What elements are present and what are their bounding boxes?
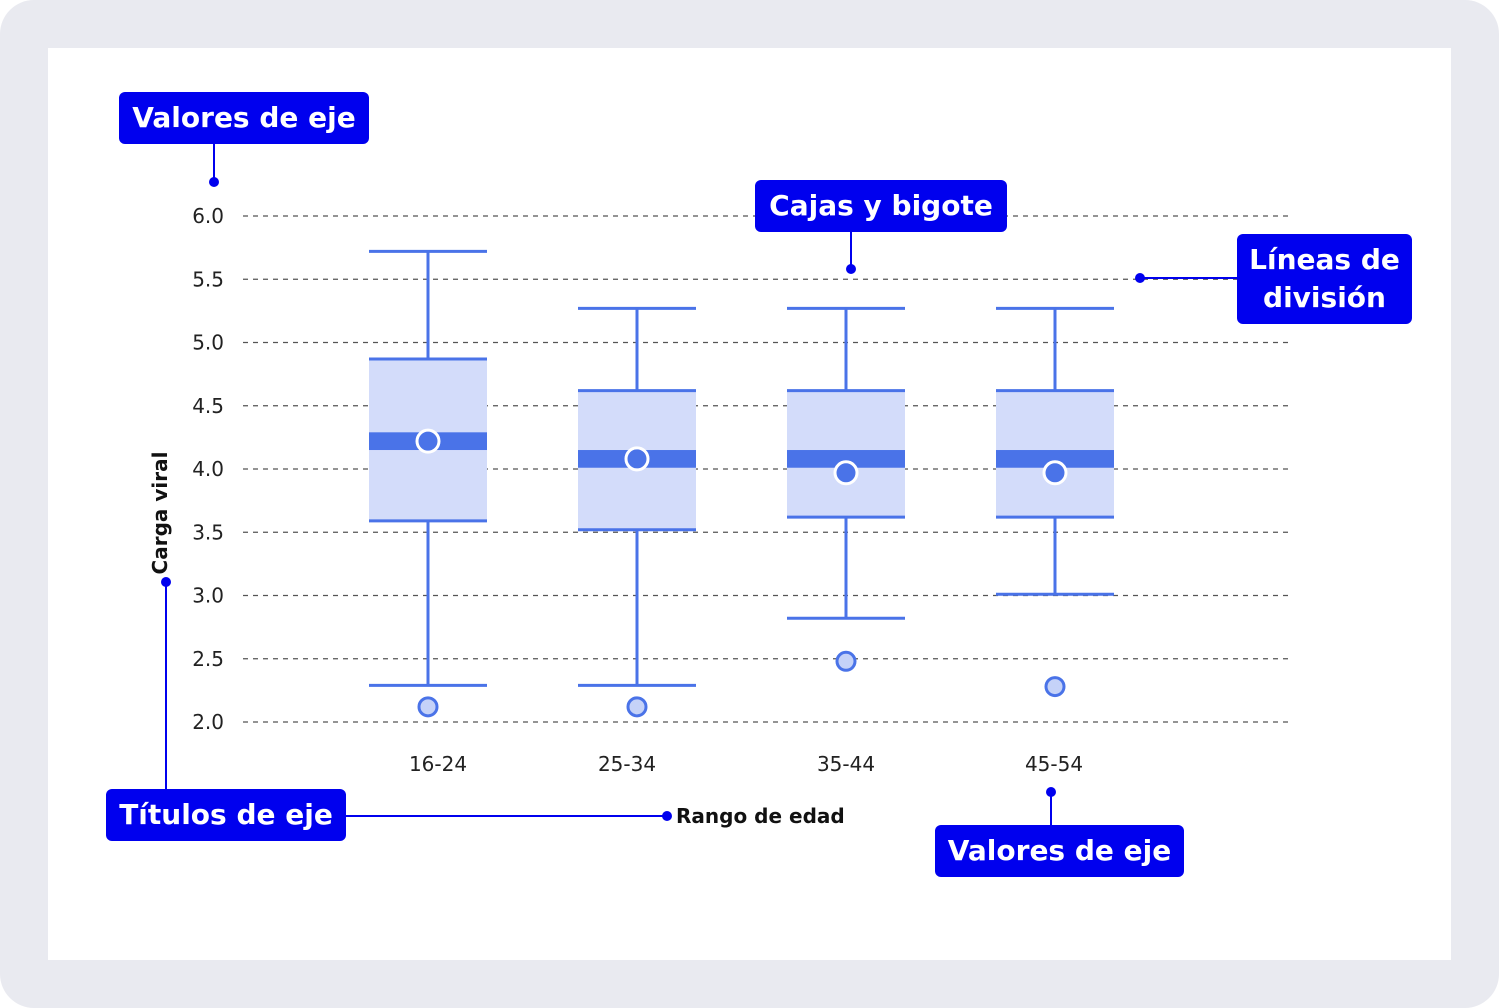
median-band bbox=[787, 450, 905, 468]
callout-boxes-whiskers: Cajas y bigote bbox=[755, 180, 1007, 232]
y-tick-label: 4.0 bbox=[192, 457, 224, 481]
box-group-16-24 bbox=[369, 249, 487, 718]
x-tick-label: 25-34 bbox=[598, 752, 656, 776]
boxes-layer bbox=[369, 249, 1114, 718]
y-axis-ticks: 2.0 2.5 3.0 3.5 4.0 4.5 5.0 5.5 6.0 bbox=[192, 204, 224, 734]
chart-card: 2.0 2.5 3.0 3.5 4.0 4.5 5.0 5.5 6.0 16-24 25-34 35… bbox=[48, 48, 1451, 960]
x-axis-ticks: 16-24 25-34 35-44 45-54 bbox=[409, 752, 1083, 776]
y-tick-label: 3.5 bbox=[192, 520, 224, 544]
y-tick-label: 6.0 bbox=[192, 204, 224, 228]
callout-axis-values-top: Valores de eje bbox=[119, 92, 369, 144]
box-group-25-34 bbox=[578, 306, 696, 718]
connector-dot-gridlines bbox=[1135, 273, 1145, 283]
mean-marker bbox=[415, 428, 441, 454]
connector-dot-boxes-whiskers bbox=[846, 264, 856, 274]
outlier-point bbox=[626, 696, 648, 718]
y-tick-label: 2.5 bbox=[192, 647, 224, 671]
box-plot-chart: 2.0 2.5 3.0 3.5 4.0 4.5 5.0 5.5 6.0 16-24 25-34 35… bbox=[148, 144, 1293, 828]
median-band bbox=[996, 450, 1114, 468]
connector-dot-axis-values-top bbox=[209, 177, 219, 187]
mean-marker bbox=[624, 446, 650, 472]
outlier-point bbox=[1044, 676, 1066, 698]
y-tick-label: 5.0 bbox=[192, 331, 224, 355]
connector-dot-axis-values-bottom bbox=[1046, 787, 1056, 797]
box-group-35-44 bbox=[787, 306, 905, 672]
callout-axis-values-bottom: Valores de eje bbox=[935, 825, 1184, 877]
callout-gridlines: Líneas de división bbox=[1237, 234, 1412, 324]
y-tick-label: 5.5 bbox=[192, 267, 224, 291]
y-axis-title: Carga viral bbox=[148, 452, 172, 575]
outlier-point bbox=[417, 696, 439, 718]
x-tick-label: 45-54 bbox=[1025, 752, 1083, 776]
y-tick-label: 4.5 bbox=[192, 394, 224, 418]
x-tick-label: 35-44 bbox=[817, 752, 875, 776]
y-tick-label: 2.0 bbox=[192, 710, 224, 734]
mean-marker bbox=[833, 460, 859, 486]
callout-connectors bbox=[161, 144, 1238, 826]
callout-axis-titles: Títulos de eje bbox=[106, 789, 346, 841]
mean-marker bbox=[1042, 460, 1068, 486]
outlier-point bbox=[835, 650, 857, 672]
connector-dot-axis-titles-y bbox=[161, 577, 171, 587]
x-axis-title: Rango de edad bbox=[676, 804, 845, 828]
y-tick-label: 3.0 bbox=[192, 584, 224, 608]
connector-dot-axis-titles-x bbox=[662, 811, 672, 821]
x-tick-label: 16-24 bbox=[409, 752, 467, 776]
box-group-45-54 bbox=[996, 306, 1114, 698]
